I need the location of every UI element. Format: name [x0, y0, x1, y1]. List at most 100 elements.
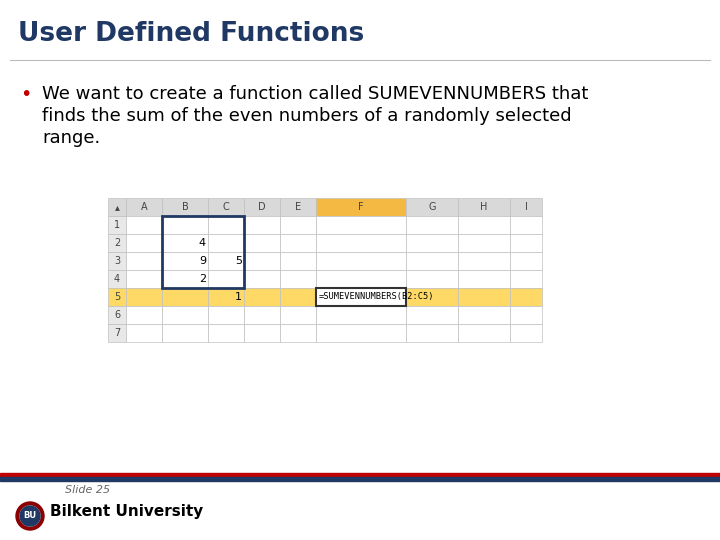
- Text: 5: 5: [114, 292, 120, 302]
- Text: B: B: [181, 202, 189, 212]
- Bar: [316, 288, 406, 306]
- Text: finds the sum of the even numbers of a randomly selected: finds the sum of the even numbers of a r…: [42, 107, 572, 125]
- Bar: [406, 234, 458, 252]
- Bar: [458, 198, 510, 216]
- Bar: [458, 288, 510, 306]
- Bar: [244, 198, 280, 216]
- Bar: [458, 306, 510, 324]
- Bar: [280, 288, 316, 306]
- Text: User Defined Functions: User Defined Functions: [18, 21, 364, 47]
- Bar: [162, 216, 208, 234]
- Circle shape: [16, 502, 44, 530]
- Bar: [510, 216, 542, 234]
- Text: 7: 7: [114, 328, 120, 338]
- Bar: [244, 252, 280, 270]
- Text: 6: 6: [114, 310, 120, 320]
- Bar: [280, 198, 316, 216]
- Text: 9: 9: [199, 256, 206, 266]
- Bar: [316, 234, 406, 252]
- Bar: [0, 477, 720, 481]
- Bar: [108, 216, 126, 234]
- Bar: [244, 234, 280, 252]
- Text: 5: 5: [235, 256, 242, 266]
- Bar: [316, 216, 406, 234]
- Text: 2: 2: [114, 238, 120, 248]
- Bar: [162, 252, 208, 270]
- Bar: [458, 270, 510, 288]
- Bar: [244, 270, 280, 288]
- Text: I: I: [525, 202, 528, 212]
- Bar: [126, 234, 162, 252]
- Bar: [406, 306, 458, 324]
- Bar: [162, 234, 208, 252]
- Bar: [458, 324, 510, 342]
- Bar: [510, 234, 542, 252]
- Text: 4: 4: [114, 274, 120, 284]
- Text: We want to create a function called SUMEVENNUMBERS that: We want to create a function called SUME…: [42, 85, 588, 103]
- Bar: [126, 288, 162, 306]
- Bar: [280, 216, 316, 234]
- Text: =SUMEVENNUMBERS(B2:C5): =SUMEVENNUMBERS(B2:C5): [319, 293, 434, 301]
- Text: ▴: ▴: [114, 202, 120, 212]
- Bar: [162, 288, 208, 306]
- Text: 2: 2: [199, 274, 206, 284]
- Bar: [162, 198, 208, 216]
- Bar: [406, 216, 458, 234]
- Bar: [108, 198, 126, 216]
- Text: Slide 25: Slide 25: [65, 485, 110, 495]
- Bar: [126, 216, 162, 234]
- Bar: [0, 473, 720, 477]
- Bar: [406, 270, 458, 288]
- Bar: [510, 288, 542, 306]
- Bar: [406, 252, 458, 270]
- Bar: [458, 252, 510, 270]
- Bar: [280, 270, 316, 288]
- Bar: [108, 234, 126, 252]
- Bar: [316, 324, 406, 342]
- Bar: [126, 324, 162, 342]
- Bar: [406, 288, 458, 306]
- Text: C: C: [222, 202, 230, 212]
- Bar: [108, 288, 126, 306]
- Bar: [162, 270, 208, 288]
- Bar: [208, 306, 244, 324]
- Text: 4: 4: [199, 238, 206, 248]
- Bar: [126, 252, 162, 270]
- Bar: [208, 234, 244, 252]
- Text: Bilkent University: Bilkent University: [50, 504, 203, 519]
- Bar: [458, 234, 510, 252]
- Bar: [162, 216, 244, 288]
- Bar: [244, 288, 280, 306]
- Bar: [510, 198, 542, 216]
- Text: G: G: [428, 202, 436, 212]
- Bar: [510, 252, 542, 270]
- Text: range.: range.: [42, 129, 100, 147]
- Bar: [126, 198, 162, 216]
- Text: 1: 1: [114, 220, 120, 230]
- Bar: [208, 252, 244, 270]
- Bar: [510, 306, 542, 324]
- Bar: [108, 252, 126, 270]
- Text: 3: 3: [114, 256, 120, 266]
- Bar: [316, 306, 406, 324]
- Bar: [280, 252, 316, 270]
- Bar: [510, 270, 542, 288]
- Bar: [108, 324, 126, 342]
- Bar: [458, 216, 510, 234]
- Text: 1: 1: [235, 292, 242, 302]
- Bar: [316, 198, 406, 216]
- Bar: [280, 306, 316, 324]
- Text: BU: BU: [24, 511, 37, 521]
- Text: E: E: [295, 202, 301, 212]
- Bar: [316, 288, 406, 306]
- Text: F: F: [358, 202, 364, 212]
- Circle shape: [20, 506, 40, 526]
- Bar: [244, 216, 280, 234]
- Bar: [510, 324, 542, 342]
- Text: A: A: [140, 202, 148, 212]
- Bar: [208, 324, 244, 342]
- Bar: [126, 306, 162, 324]
- Bar: [126, 270, 162, 288]
- Bar: [406, 324, 458, 342]
- Bar: [162, 306, 208, 324]
